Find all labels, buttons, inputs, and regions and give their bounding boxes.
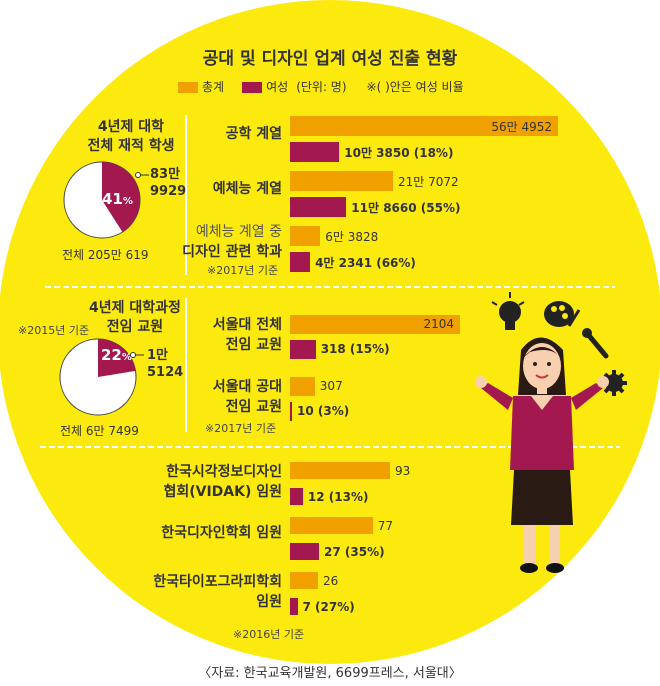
students-row-label-line: 디자인 관련 학과 bbox=[182, 244, 282, 260]
section2-left-note: ※2015년 기준 bbox=[18, 324, 90, 337]
section2-title-line2: 전임 교원 bbox=[106, 319, 164, 335]
faculty-female-bar bbox=[290, 340, 316, 359]
section2-title-line1: 4년제 대학과정 bbox=[89, 300, 181, 316]
section1-title-line2: 전체 재적 학생 bbox=[87, 138, 175, 154]
students-total-bar bbox=[290, 171, 393, 191]
pie-students-female-line2: 9929 bbox=[150, 184, 187, 199]
design-row-label-line: 한국시각정보디자인 bbox=[166, 464, 282, 480]
pie-faculty-pct-value: 22 bbox=[101, 346, 122, 364]
faculty-row-label-line: 서울대 공대 bbox=[212, 379, 282, 395]
legend-total-swatch bbox=[178, 82, 198, 93]
students-female-value: 10만 3850 (18%) bbox=[344, 146, 454, 160]
students-female-value: 11만 8660 (55%) bbox=[351, 201, 461, 215]
faculty-female-value: 10 (3%) bbox=[297, 404, 350, 418]
pie-students-female-slice bbox=[102, 162, 140, 233]
design-total-value: 26 bbox=[322, 574, 339, 588]
students-row-label-line: 공학 계열 bbox=[225, 126, 282, 142]
students-row-label-line: 예체능 계열 bbox=[212, 181, 282, 197]
section2-title: 4년제 대학과정 전임 교원 bbox=[75, 299, 195, 337]
students-total-bar bbox=[290, 226, 321, 246]
faculty-total-value: 2104 bbox=[423, 317, 454, 331]
students-row-label-line: 예체능 계열 중 bbox=[195, 224, 282, 240]
faculty-total-bar bbox=[290, 315, 460, 334]
legend-total-label: 총계 bbox=[202, 80, 225, 94]
legend-female: 여성 bbox=[242, 78, 288, 95]
pie-faculty bbox=[59, 338, 137, 416]
students-female-bar bbox=[290, 197, 347, 217]
section1-title: 4년제 대학 전체 재적 학생 bbox=[76, 118, 186, 156]
source-note: 〈자료: 한국교육개발원, 6699프레스, 서울대〉 bbox=[198, 666, 462, 681]
chart-title: 공대 및 디자인 업계 여성 진출 현황 bbox=[202, 49, 458, 69]
students-total-value: 6만 3828 bbox=[325, 230, 379, 244]
faculty-row-label-line: 전임 교원 bbox=[225, 337, 282, 353]
design-row-label-line: 임원 bbox=[256, 594, 282, 610]
design-female-bar bbox=[290, 488, 303, 505]
section1-title-line1: 4년제 대학 bbox=[97, 119, 165, 135]
woman-illustration bbox=[475, 337, 609, 573]
pie-students-female-count: 83만 9929 bbox=[150, 166, 186, 200]
pie-students-pct-unit: % bbox=[122, 196, 133, 207]
pie-faculty-female-slice bbox=[98, 339, 136, 377]
legend-unit: (단위: 명) bbox=[296, 80, 347, 94]
lightbulb-icon bbox=[491, 292, 525, 330]
design-row-label-line: 한국디자인학회 임원 bbox=[161, 525, 282, 541]
design-female-value: 7 (27%) bbox=[302, 600, 355, 614]
legend-female-label: 여성 bbox=[266, 80, 289, 94]
design-row-label-line: 협회(VIDAK) 임원 bbox=[163, 484, 282, 500]
design-total-bar bbox=[290, 462, 390, 479]
design-total-bar bbox=[290, 517, 373, 534]
legend-note: ※( )안은 여성 비율 bbox=[366, 80, 464, 94]
legend-total: 총계 bbox=[178, 78, 224, 95]
faculty-female-value: 318 (15%) bbox=[320, 342, 390, 356]
design-total-bar bbox=[290, 572, 318, 589]
pie-faculty-pct-unit: % bbox=[121, 352, 132, 363]
legend: 총계 여성 (단위: 명) ※( )안은 여성 비율 bbox=[178, 78, 464, 95]
design-row-label: 한국디자인학회 임원 bbox=[161, 523, 282, 543]
faculty-female-bar bbox=[290, 402, 292, 421]
pie-faculty-total-label: 전체 6만 7499 bbox=[60, 424, 139, 438]
faculty-row-label-line: 서울대 전체 bbox=[212, 317, 282, 333]
section3-note: ※2016년 기준 bbox=[233, 628, 305, 641]
pie-students-total-label: 전체 205만 619 bbox=[62, 248, 149, 262]
design-row-label-line: 한국타이포그라피학회 bbox=[153, 574, 282, 590]
pie-faculty-pct: 22% bbox=[101, 346, 132, 364]
legend-female-swatch bbox=[242, 82, 263, 93]
pie-students bbox=[63, 161, 141, 239]
pie-students-pct-value: 41 bbox=[102, 190, 123, 208]
faculty-total-bar bbox=[290, 377, 315, 396]
section2-note: ※2017년 기준 bbox=[205, 422, 277, 435]
students-female-bar bbox=[290, 142, 340, 162]
design-total-value: 93 bbox=[395, 464, 411, 478]
pie-students-pct: 41% bbox=[102, 190, 133, 208]
students-female-bar bbox=[290, 252, 311, 272]
pie-students-female-line1: 83만 bbox=[150, 167, 181, 182]
wrench-icon bbox=[582, 328, 609, 359]
design-total-value: 77 bbox=[377, 519, 394, 533]
students-row-label: 예체능 계열 bbox=[213, 179, 282, 199]
faculty-row-label-line: 전임 교원 bbox=[225, 399, 282, 415]
students-total-value: 56만 4952 bbox=[491, 120, 552, 134]
palette-icon bbox=[544, 301, 581, 327]
design-female-value: 27 (35%) bbox=[324, 545, 385, 559]
design-female-bar bbox=[290, 598, 298, 615]
students-female-value: 4만 2341 (66%) bbox=[315, 256, 416, 270]
students-row-label: 공학 계열 bbox=[226, 124, 282, 144]
pie-faculty-female-line2: 5124 bbox=[147, 365, 184, 380]
design-female-value: 12 (13%) bbox=[307, 490, 369, 504]
students-total-bar bbox=[290, 116, 558, 136]
design-female-bar bbox=[290, 543, 320, 560]
pie-faculty-leader bbox=[130, 352, 144, 358]
pie-faculty-female-line1: 1만 bbox=[147, 348, 169, 363]
pie-faculty-female-count: 1만 5124 bbox=[147, 347, 183, 381]
students-total-value: 21만 7072 bbox=[397, 175, 459, 189]
faculty-total-value: 307 bbox=[319, 379, 343, 393]
section1-note: ※2017년 기준 bbox=[207, 264, 279, 277]
pie-students-leader bbox=[135, 172, 149, 178]
